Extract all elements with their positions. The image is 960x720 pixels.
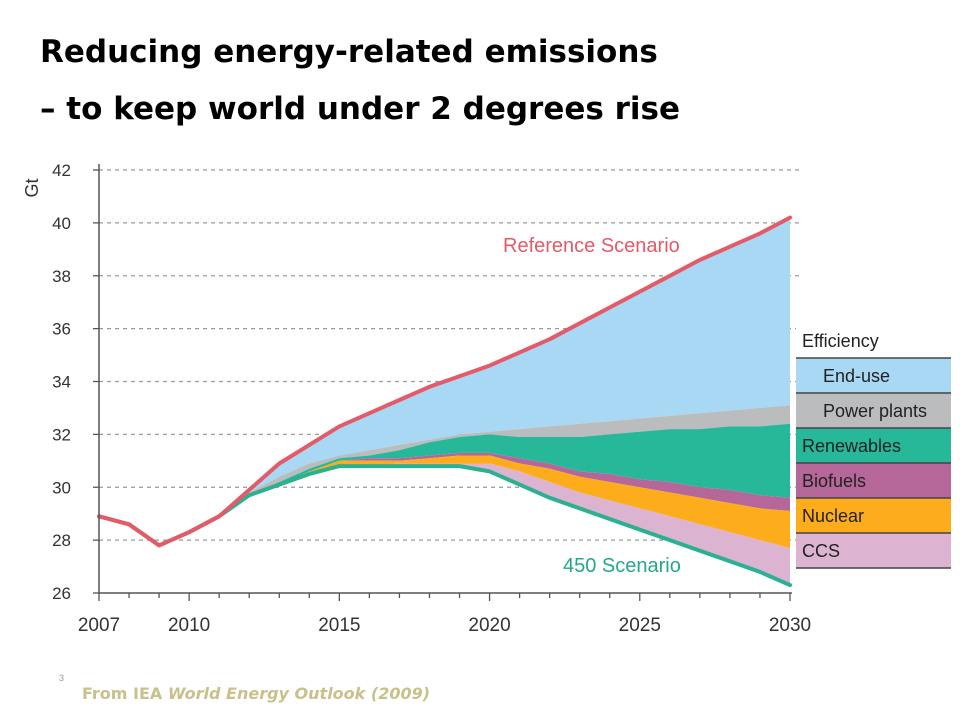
legend-label-ccs: CCS <box>802 541 840 561</box>
x-tick-label-2020: 2020 <box>468 615 510 636</box>
title-line-1: Reducing energy-related emissions <box>40 34 658 70</box>
y-tick-label-28: 28 <box>52 531 71 550</box>
y-tick-label-42: 42 <box>52 161 71 180</box>
x-tick-label-2007: 2007 <box>78 615 120 636</box>
x-tick-label-2030: 2030 <box>769 615 811 636</box>
wedge-end-use <box>219 217 790 517</box>
y-tick-label-32: 32 <box>52 425 71 444</box>
y-tick-label-34: 34 <box>52 373 71 392</box>
wedge-biofuels <box>219 452 790 517</box>
y-tick-label-36: 36 <box>52 320 71 339</box>
x-tick-label-2025: 2025 <box>619 615 661 636</box>
source-work: World Energy Outlook (2009) <box>167 684 431 703</box>
legend-label-power-plants: Power plants <box>823 401 927 421</box>
title-line-2: – to keep world under 2 degrees rise <box>40 91 681 127</box>
y-tick-label-30: 30 <box>52 478 71 497</box>
slide-title: Reducing energy-related emissions – to k… <box>40 24 680 138</box>
legend-label-renewables: Renewables <box>802 436 901 456</box>
legend-label-biofuels: Biofuels <box>802 471 866 491</box>
label-450-scenario: 450 Scenario <box>563 555 681 577</box>
legend-swatch-efficiency <box>796 323 951 358</box>
wedge-power-plants <box>219 405 790 517</box>
legend-swatch-nuclear <box>796 498 951 533</box>
source-prefix: From IEA <box>82 684 168 703</box>
legend-label-efficiency: Efficiency <box>802 331 879 351</box>
legend-swatch-end-use <box>796 358 951 393</box>
x-tick-label-2010: 2010 <box>168 615 210 636</box>
legend-swatch-power-plants <box>796 393 951 428</box>
x-tick-label-2015: 2015 <box>318 615 360 636</box>
y-tick-label-38: 38 <box>52 267 71 286</box>
slide-number: 3 <box>59 673 65 683</box>
y-tick-label-40: 40 <box>52 214 71 233</box>
legend-swatch-biofuels <box>796 463 951 498</box>
line-reference-scenario <box>97 215 792 548</box>
y-axis-label: Gt <box>22 178 42 197</box>
wedge-renewables <box>219 423 790 517</box>
legend-swatch-ccs <box>796 533 951 568</box>
y-tick-label-26: 26 <box>52 584 71 603</box>
legend-swatch-renewables <box>796 428 951 463</box>
wedge-ccs <box>219 463 790 586</box>
wedge-nuclear <box>219 455 790 549</box>
source-note: From IEA World Energy Outlook (2009) <box>82 684 430 703</box>
legend-label-end-use: End-use <box>823 366 890 386</box>
label-reference-scenario: Reference Scenario <box>503 235 680 257</box>
legend-label-nuclear: Nuclear <box>802 506 864 526</box>
